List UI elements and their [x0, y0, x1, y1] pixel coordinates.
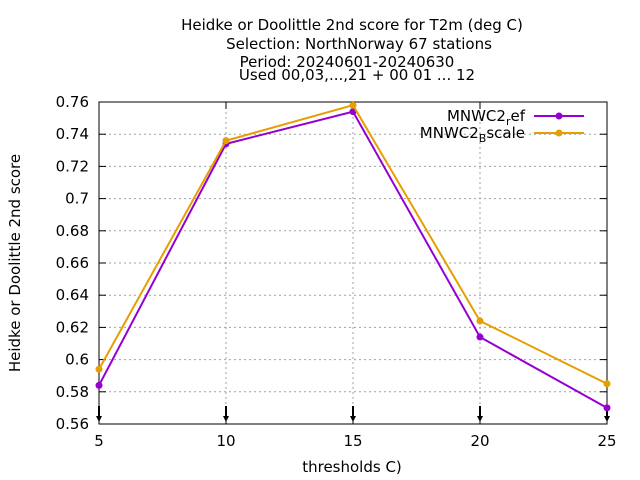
ticks: 0.56 0.58 0.6 0.62 0.64 0.66 0.68 0.7 0.72 0.74 0.…: [56, 93, 617, 450]
y-tick-label: 0.72: [56, 157, 89, 175]
x-tick-label: 25: [597, 432, 616, 450]
y-tick-label: 0.6: [65, 351, 89, 369]
title-line-4: Used 00,03,...,21 + 00 01 ... 12: [239, 66, 475, 84]
x-marker-arrowhead: [350, 416, 356, 422]
chart-title: Heidke or Doolittle 2nd score for T2m (d…: [181, 16, 523, 84]
title-line-3: Period: 20240601-20240630: [240, 53, 455, 71]
x-axis-label: thresholds C): [302, 458, 402, 476]
y-axis-label: Heidke or Doolittle 2nd score: [6, 154, 24, 372]
x-tick-label: 15: [343, 432, 362, 450]
x-tick-label: 5: [94, 432, 104, 450]
y-tick-label: 0.58: [56, 383, 89, 401]
y-tick-label: 0.66: [56, 254, 89, 272]
x-tick-label: 10: [216, 432, 235, 450]
data-point: [95, 365, 103, 373]
x-marker-arrowhead: [96, 416, 102, 422]
y-tick-label: 0.56: [56, 415, 89, 433]
x-tick-label: 20: [470, 432, 489, 450]
series-group: [95, 101, 611, 412]
y-tick-label: 0.74: [56, 125, 89, 143]
grid: [99, 102, 607, 424]
y-tick-label: 0.62: [56, 318, 89, 336]
data-point: [95, 381, 103, 389]
data-point: [349, 101, 357, 109]
title-line-1: Heidke or Doolittle 2nd score for T2m (d…: [181, 16, 523, 34]
y-tick-label: 0.64: [56, 286, 89, 304]
title-line-2: Selection: NorthNorway 67 stations: [226, 35, 492, 53]
data-point: [603, 404, 611, 412]
data-point: [476, 317, 484, 325]
x-marker-arrowhead: [604, 416, 610, 422]
legend-marker: [555, 129, 563, 137]
legend-marker: [555, 112, 563, 120]
legend-label: MNWC2Bscale: [420, 124, 525, 145]
data-point: [603, 380, 611, 388]
y-tick-label: 0.7: [65, 190, 89, 208]
x-marker-arrowhead: [223, 416, 229, 422]
y-tick-label: 0.68: [56, 222, 89, 240]
series-line: [98, 104, 608, 385]
legend-label: MNWC2ref: [447, 107, 526, 128]
data-point: [222, 137, 230, 145]
x-marker-arrowhead: [477, 416, 483, 422]
data-point: [476, 333, 484, 341]
y-tick-label: 0.76: [56, 93, 89, 111]
